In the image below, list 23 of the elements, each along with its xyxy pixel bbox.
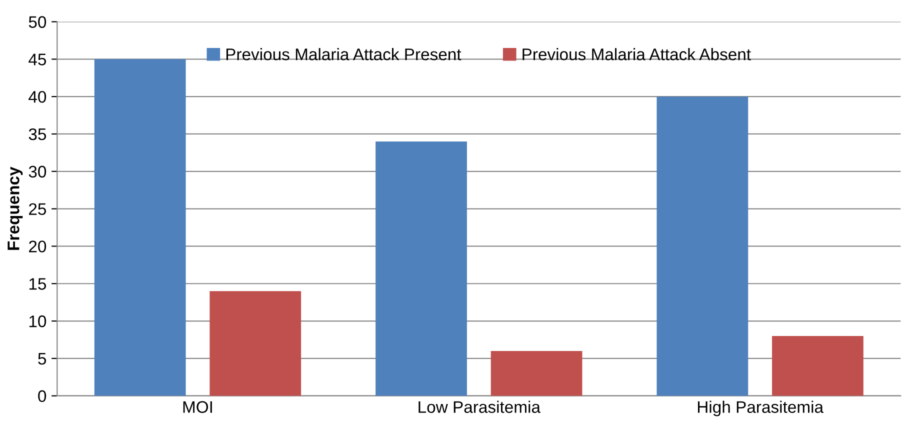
- y-tick-label: 10: [29, 315, 46, 328]
- y-tick-label: 40: [28, 90, 46, 103]
- y-tick-label: 50: [28, 16, 46, 28]
- y-tick-label: 30: [28, 166, 46, 178]
- y-tick-label: 15: [29, 278, 46, 290]
- bar: [94, 59, 186, 396]
- y-tick-label: 35: [28, 128, 46, 140]
- y-tick-label: 0: [38, 390, 46, 402]
- y-tick-label: 25: [29, 203, 46, 216]
- y-tick-label: 20: [29, 240, 46, 252]
- legend-label: Previous Malaria Attack Absent: [522, 48, 751, 60]
- y-axis-title: Frequency: [8, 166, 23, 250]
- bar: [376, 141, 467, 396]
- bar: [656, 96, 748, 396]
- y-tick-label: 45: [28, 54, 46, 66]
- y-tick-label: 5: [38, 353, 46, 365]
- legend-label: Previous Malaria Attack Present: [226, 48, 462, 60]
- x-tick-label: High Parasitemia: [698, 400, 824, 416]
- x-tick-label: MOI: [183, 401, 212, 413]
- bar: [772, 336, 864, 396]
- x-tick-label: Low Parasitemia: [418, 400, 540, 413]
- bar: [210, 291, 302, 396]
- bar: [490, 350, 582, 396]
